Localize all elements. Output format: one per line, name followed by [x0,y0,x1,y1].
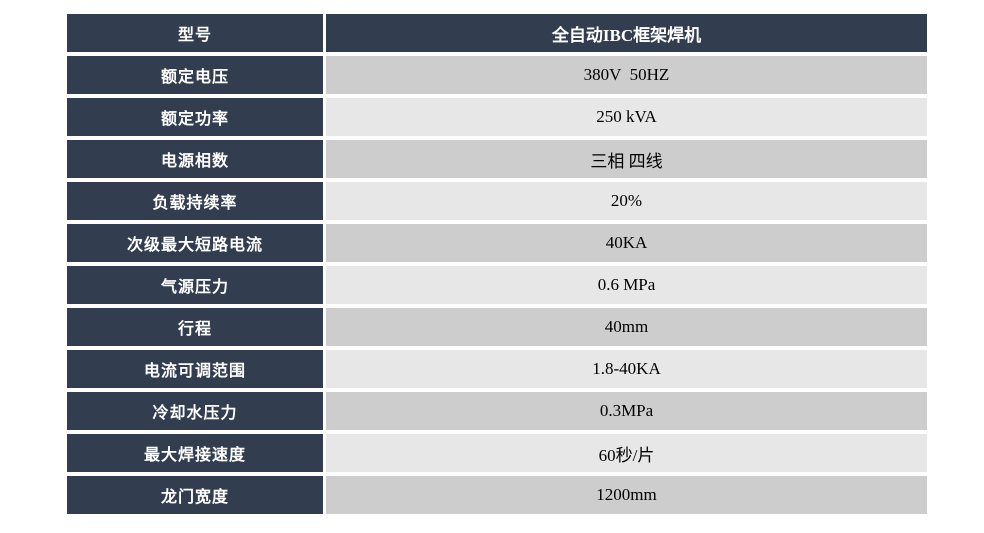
spec-value: 250 kVA [326,98,927,136]
spec-label: 电流可调范围 [67,350,323,388]
table-row: 电流可调范围 1.8-40KA [67,350,927,388]
spec-value: 380V 50HZ [326,56,927,94]
spec-label: 次级最大短路电流 [67,224,323,262]
table-row: 气源压力 0.6 MPa [67,266,927,304]
spec-label: 龙门宽度 [67,476,323,514]
header-label-cell: 型号 [67,14,323,52]
table-row: 行程 40mm [67,308,927,346]
spec-label: 行程 [67,308,323,346]
spec-label: 额定功率 [67,98,323,136]
table-row: 额定功率 250 kVA [67,98,927,136]
table-header-row: 型号 全自动IBC框架焊机 [67,14,927,52]
spec-value: 1.8-40KA [326,350,927,388]
spec-label: 电源相数 [67,140,323,178]
spec-label: 最大焊接速度 [67,434,323,472]
spec-value: 三相 四线 [326,140,927,178]
spec-value: 20% [326,182,927,220]
spec-value: 40KA [326,224,927,262]
table-body: 额定电压 380V 50HZ 额定功率 250 kVA 电源相数 三相 四线 负… [67,56,927,514]
spec-value: 0.6 MPa [326,266,927,304]
spec-value: 0.3MPa [326,392,927,430]
spec-label: 额定电压 [67,56,323,94]
table-row: 额定电压 380V 50HZ [67,56,927,94]
table-row: 负载持续率 20% [67,182,927,220]
table-row: 次级最大短路电流 40KA [67,224,927,262]
table-row: 冷却水压力 0.3MPa [67,392,927,430]
spec-label: 冷却水压力 [67,392,323,430]
spec-label: 气源压力 [67,266,323,304]
table-row: 电源相数 三相 四线 [67,140,927,178]
spec-value: 60秒/片 [326,434,927,472]
spec-value: 1200mm [326,476,927,514]
spec-value: 40mm [326,308,927,346]
spec-table: 型号 全自动IBC框架焊机 额定电压 380V 50HZ 额定功率 250 kV… [67,14,927,518]
table-row: 龙门宽度 1200mm [67,476,927,514]
spec-label: 负载持续率 [67,182,323,220]
table-row: 最大焊接速度 60秒/片 [67,434,927,472]
header-value-cell: 全自动IBC框架焊机 [326,14,927,52]
